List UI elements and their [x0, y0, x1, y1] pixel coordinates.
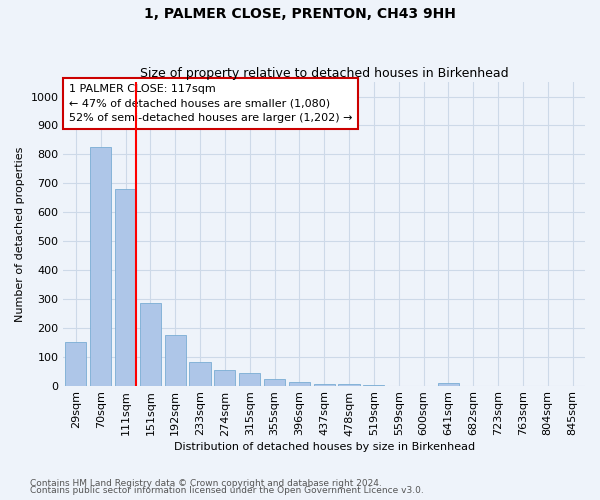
Bar — [65, 342, 86, 386]
Bar — [438, 384, 459, 386]
Text: 1 PALMER CLOSE: 117sqm
← 47% of detached houses are smaller (1,080)
52% of semi-: 1 PALMER CLOSE: 117sqm ← 47% of detached… — [68, 84, 352, 123]
Bar — [115, 189, 136, 386]
Bar — [314, 384, 335, 386]
X-axis label: Distribution of detached houses by size in Birkenhead: Distribution of detached houses by size … — [173, 442, 475, 452]
Text: 1, PALMER CLOSE, PRENTON, CH43 9HH: 1, PALMER CLOSE, PRENTON, CH43 9HH — [144, 8, 456, 22]
Bar — [289, 382, 310, 386]
Bar — [364, 384, 385, 386]
Bar — [264, 379, 285, 386]
Text: Contains HM Land Registry data © Crown copyright and database right 2024.: Contains HM Land Registry data © Crown c… — [30, 478, 382, 488]
Title: Size of property relative to detached houses in Birkenhead: Size of property relative to detached ho… — [140, 66, 509, 80]
Y-axis label: Number of detached properties: Number of detached properties — [15, 146, 25, 322]
Bar — [90, 147, 111, 386]
Bar — [164, 335, 186, 386]
Text: Contains public sector information licensed under the Open Government Licence v3: Contains public sector information licen… — [30, 486, 424, 495]
Bar — [338, 384, 359, 386]
Bar — [239, 374, 260, 386]
Bar — [140, 303, 161, 386]
Bar — [190, 362, 211, 386]
Bar — [214, 370, 235, 386]
